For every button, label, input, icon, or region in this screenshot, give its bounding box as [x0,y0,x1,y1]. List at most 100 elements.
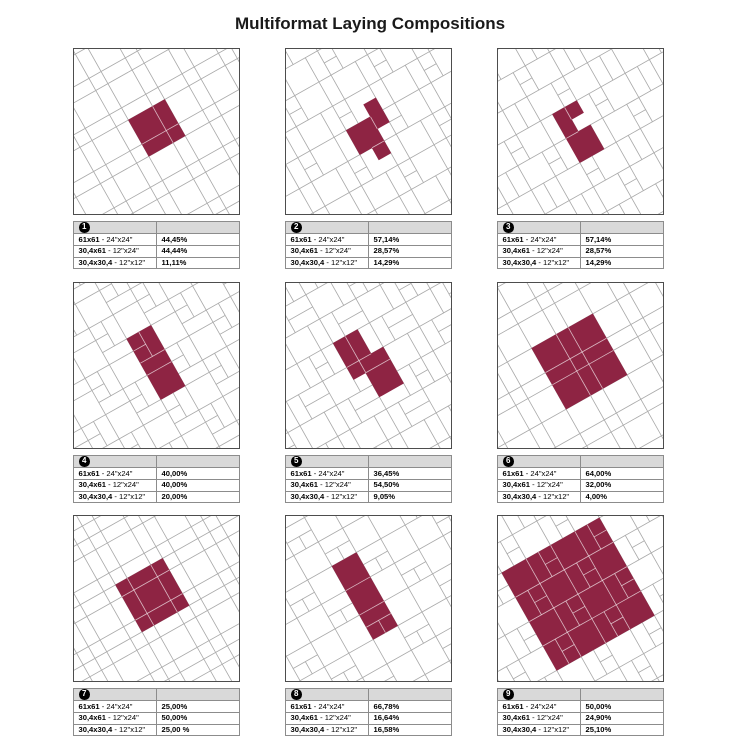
size-in-label: 24"x24" [318,234,345,244]
size-in-label: 24"x24" [106,701,133,711]
size-label-cell: 30,4x30,4 - 12"x12" [497,723,581,737]
size-separator: - [317,713,325,723]
size-separator: - [105,713,113,723]
percentage-cell: 50,00% [156,711,240,725]
percentage-cell: 25,00 % [156,723,240,737]
table-row-size-2: 30,4x61 - 12"x24" 50,00% [73,711,240,725]
pattern-panel [497,515,664,682]
table-row-size-1: 61x61 - 24"x24" 50,00% [497,700,664,713]
size-separator: - [523,234,531,244]
table-header-empty-cell [580,688,664,701]
table-row-size-2: 30,4x61 - 12"x24" 32,00% [497,478,664,492]
table-row-size-3: 30,4x30,4 - 12"x12" 4,00% [497,490,664,504]
size-cm-label: 61x61 [290,701,312,711]
size-label-cell: 30,4x61 - 12"x24" [73,478,157,492]
percentage-cell: 54,50% [368,478,452,492]
pattern-panel [73,48,240,215]
size-in-label: 12"x24" [112,713,139,723]
percentage-cell: 28,57% [580,244,664,258]
size-cm-label: 30,4x30,4 [78,725,113,735]
size-separator: - [105,480,113,490]
table-header-badge-cell: 7 [73,688,157,701]
pattern-panel [497,48,664,215]
size-cm-label: 61x61 [502,234,524,244]
size-cm-label: 30,4x61 [78,713,106,723]
composition-table: 4 61x61 - 24"x24" 40,00% 30,4x61 - 12"x2… [73,455,240,504]
size-label-cell: 30,4x30,4 - 12"x12" [73,490,157,504]
size-separator: - [112,492,120,502]
size-in-label: 12"x12" [331,258,358,268]
table-header-empty-cell [156,688,240,701]
size-separator: - [99,701,107,711]
size-separator: - [536,492,544,502]
composition-cell-5: 5 61x61 - 24"x24" 36,45% 30,4x61 - 12"x2… [285,282,452,504]
size-in-label: 12"x12" [119,492,146,502]
size-cm-label: 30,4x61 [502,246,530,256]
composition-table: 3 61x61 - 24"x24" 57,14% 30,4x61 - 12"x2… [497,221,664,270]
size-in-label: 24"x24" [530,701,557,711]
size-separator: - [317,246,325,256]
percentage-cell: 40,00% [156,478,240,492]
percentage-cell: 14,29% [580,256,664,270]
percentage-cell: 16,58% [368,723,452,737]
size-cm-label: 30,4x61 [290,713,318,723]
table-row-size-1: 61x61 - 24"x24" 57,14% [497,233,664,246]
size-cm-label: 30,4x61 [502,480,530,490]
composition-cell-6: 6 61x61 - 24"x24" 64,00% 30,4x61 - 12"x2… [497,282,664,504]
size-cm-label: 30,4x30,4 [502,725,537,735]
table-row-size-1: 61x61 - 24"x24" 57,14% [285,233,452,246]
size-separator: - [523,468,531,478]
size-separator: - [311,234,319,244]
size-separator: - [324,725,332,735]
percentage-cell: 16,64% [368,711,452,725]
percentage-cell: 24,90% [580,711,664,725]
table-row-size-3: 30,4x30,4 - 12"x12" 16,58% [285,723,452,737]
size-label-cell: 61x61 - 24"x24" [285,700,369,713]
composition-cell-4: 4 61x61 - 24"x24" 40,00% 30,4x61 - 12"x2… [73,282,240,504]
size-in-label: 12"x24" [324,713,351,723]
table-row-size-1: 61x61 - 24"x24" 36,45% [285,467,452,480]
size-cm-label: 61x61 [78,701,100,711]
size-in-label: 24"x24" [318,468,345,478]
size-label-cell: 30,4x30,4 - 12"x12" [497,490,581,504]
table-header-row: 2 [285,221,452,234]
percentage-cell: 57,14% [368,233,452,246]
table-row-size-2: 30,4x61 - 12"x24" 28,57% [285,244,452,258]
size-cm-label: 30,4x30,4 [290,725,325,735]
percentage-cell: 28,57% [368,244,452,258]
table-row-size-3: 30,4x30,4 - 12"x12" 20,00% [73,490,240,504]
size-separator: - [523,701,531,711]
table-row-size-2: 30,4x61 - 12"x24" 44,44% [73,244,240,258]
pattern-panel [285,515,452,682]
composition-table: 2 61x61 - 24"x24" 57,14% 30,4x61 - 12"x2… [285,221,452,270]
composition-cell-1: 1 61x61 - 24"x24" 44,45% 30,4x61 - 12"x2… [73,48,240,270]
size-label-cell: 61x61 - 24"x24" [73,467,157,480]
table-header-row: 4 [73,455,240,468]
size-label-cell: 30,4x61 - 12"x24" [73,711,157,725]
table-header-badge-cell: 8 [285,688,369,701]
percentage-cell: 44,45% [156,233,240,246]
table-header-row: 3 [497,221,664,234]
table-header-empty-cell [368,688,452,701]
table-header-row: 9 [497,688,664,701]
table-row-size-1: 61x61 - 24"x24" 66,78% [285,700,452,713]
size-in-label: 12"x24" [536,480,563,490]
size-cm-label: 61x61 [290,468,312,478]
composition-table: 5 61x61 - 24"x24" 36,45% 30,4x61 - 12"x2… [285,455,452,504]
size-label-cell: 61x61 - 24"x24" [497,233,581,246]
size-separator: - [311,468,319,478]
size-cm-label: 61x61 [290,234,312,244]
table-header-row: 7 [73,688,240,701]
size-label-cell: 30,4x61 - 12"x24" [285,244,369,258]
table-row-size-3: 30,4x30,4 - 12"x12" 25,00 % [73,723,240,737]
size-in-label: 12"x12" [331,725,358,735]
size-cm-label: 30,4x61 [290,480,318,490]
composition-table: 1 61x61 - 24"x24" 44,45% 30,4x61 - 12"x2… [73,221,240,270]
table-row-size-3: 30,4x30,4 - 12"x12" 14,29% [497,256,664,270]
size-separator: - [99,234,107,244]
table-row-size-1: 61x61 - 24"x24" 40,00% [73,467,240,480]
composition-number-badge: 3 [503,222,514,233]
table-header-row: 5 [285,455,452,468]
composition-cell-3: 3 61x61 - 24"x24" 57,14% 30,4x61 - 12"x2… [497,48,664,270]
